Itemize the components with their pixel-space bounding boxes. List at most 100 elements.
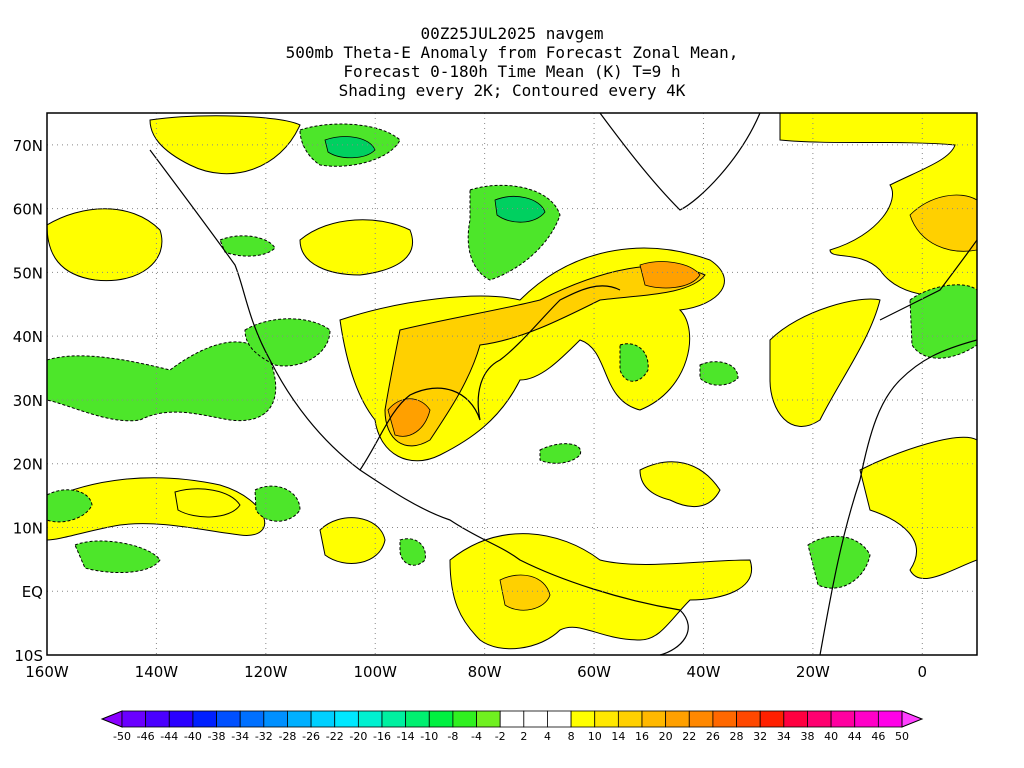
colorbar-swatch <box>145 710 170 728</box>
colorbar-label: 44 <box>848 730 862 743</box>
colorbar-arrow-right <box>901 710 924 728</box>
anomaly-region <box>219 235 276 257</box>
anomaly-region <box>494 196 546 223</box>
colorbar-label: 16 <box>635 730 649 743</box>
colorbar-swatch <box>547 710 572 728</box>
colorbar-swatch <box>263 710 288 728</box>
colorbar-label: 46 <box>871 730 885 743</box>
colorbar-label: 34 <box>777 730 791 743</box>
anomaly-region <box>74 540 161 574</box>
colorbar-label: -2 <box>495 730 506 743</box>
anomaly-region <box>639 261 701 289</box>
colorbar-swatch <box>807 710 832 728</box>
colorbar-label: -8 <box>447 730 458 743</box>
colorbar-label: 14 <box>611 730 625 743</box>
lat-tick-label: 40N <box>13 328 43 346</box>
anomaly-region <box>859 436 977 580</box>
lon-tick-label: 40W <box>687 663 721 681</box>
anomaly-region <box>387 398 431 437</box>
anomaly-region <box>499 574 551 611</box>
anomaly-region <box>299 219 413 276</box>
lat-tick-label: EQ <box>22 583 43 601</box>
lon-tick-label: 160W <box>25 663 69 681</box>
anomaly-region <box>174 488 241 518</box>
anomaly-region <box>324 136 376 159</box>
colorbar-label: -46 <box>137 730 155 743</box>
lat-tick-label: 20N <box>13 456 43 474</box>
anomaly-region <box>619 343 649 382</box>
colorbar-swatch <box>428 710 454 728</box>
anomaly-region <box>319 517 386 564</box>
coastline <box>149 149 689 655</box>
colorbar-label: -34 <box>231 730 249 743</box>
colorbar-label: -32 <box>255 730 273 743</box>
colorbar-swatch <box>759 710 785 728</box>
colorbar-label: 2 <box>520 730 527 743</box>
title-line-4: Shading every 2K; Contoured every 4K <box>338 81 686 100</box>
colorbar-label: 50 <box>895 730 909 743</box>
title-line-3: Forecast 0-180h Time Mean (K) T=9 h <box>343 62 681 81</box>
colorbar-label: -44 <box>160 730 178 743</box>
colorbar-swatch <box>523 710 548 728</box>
colorbar-swatch <box>854 710 879 728</box>
colorbar-label: -4 <box>471 730 482 743</box>
anomaly-region <box>779 113 977 297</box>
colorbar-label: -40 <box>184 730 202 743</box>
colorbar-label: -14 <box>397 730 415 743</box>
colorbar-swatch <box>381 710 407 728</box>
coastline <box>819 339 977 655</box>
anomaly-region <box>149 115 301 175</box>
colorbar-swatch <box>783 710 808 728</box>
anomaly-region <box>47 489 93 523</box>
colorbar-swatch <box>310 710 336 728</box>
lat-tick-label: 70N <box>13 137 43 155</box>
anomaly-region <box>254 485 301 522</box>
colorbar-swatch <box>570 710 596 728</box>
colorbar-label: -20 <box>349 730 367 743</box>
chart-title: 00Z25JUL2025 navgem 500mb Theta-E Anomal… <box>0 24 1024 100</box>
lon-tick-label: 140W <box>135 663 179 681</box>
anomaly-region <box>699 361 739 386</box>
anomaly-region <box>639 461 721 508</box>
lat-tick-label: 10S <box>14 647 43 665</box>
colorbar-label: 8 <box>568 730 575 743</box>
colorbar-swatch <box>452 710 477 728</box>
colorbar-swatch <box>499 710 525 728</box>
lon-tick-label: 20W <box>796 663 830 681</box>
lon-tick-label: 100W <box>354 663 398 681</box>
colorbar-label: -28 <box>278 730 296 743</box>
coastline <box>599 113 761 211</box>
colorbar-label: 28 <box>730 730 744 743</box>
anomaly-region <box>47 341 277 422</box>
lon-tick-label: 80W <box>468 663 502 681</box>
lat-tick-label: 10N <box>13 519 43 537</box>
title-line-1: 00Z25JUL2025 navgem <box>420 24 604 43</box>
colorbar-swatch <box>216 710 241 728</box>
colorbar-swatch <box>239 710 265 728</box>
colorbar-swatch <box>287 710 312 728</box>
grid-lines <box>47 113 977 655</box>
colorbar-swatch <box>121 710 147 728</box>
colorbar-swatch <box>476 710 501 728</box>
colorbar-swatch <box>736 710 761 728</box>
anomaly-region <box>47 208 163 282</box>
lon-tick-label: 120W <box>244 663 288 681</box>
colorbar-swatch <box>357 710 383 728</box>
colorbar-label: 32 <box>753 730 767 743</box>
colorbar-label: 38 <box>800 730 814 743</box>
colorbar-label: 20 <box>659 730 673 743</box>
anomaly-region <box>539 443 582 464</box>
lon-tick-labels: 160W 140W 120W 100W 80W 60W 40W 20W 0 <box>25 663 927 681</box>
anomaly-region <box>807 535 871 589</box>
colorbar-label: -38 <box>208 730 226 743</box>
lat-tick-labels: 10S EQ 10N 20N 30N 40N 50N 60N 70N <box>13 137 43 665</box>
anomaly-region <box>399 538 426 566</box>
colorbar-swatch <box>168 710 194 728</box>
colorbar-swatch <box>688 710 714 728</box>
anomaly-region <box>909 194 977 252</box>
lon-tick-label: 60W <box>577 663 611 681</box>
colorbar-label: 40 <box>824 730 838 743</box>
colorbar-label: -10 <box>420 730 438 743</box>
colorbar-label: 22 <box>682 730 696 743</box>
